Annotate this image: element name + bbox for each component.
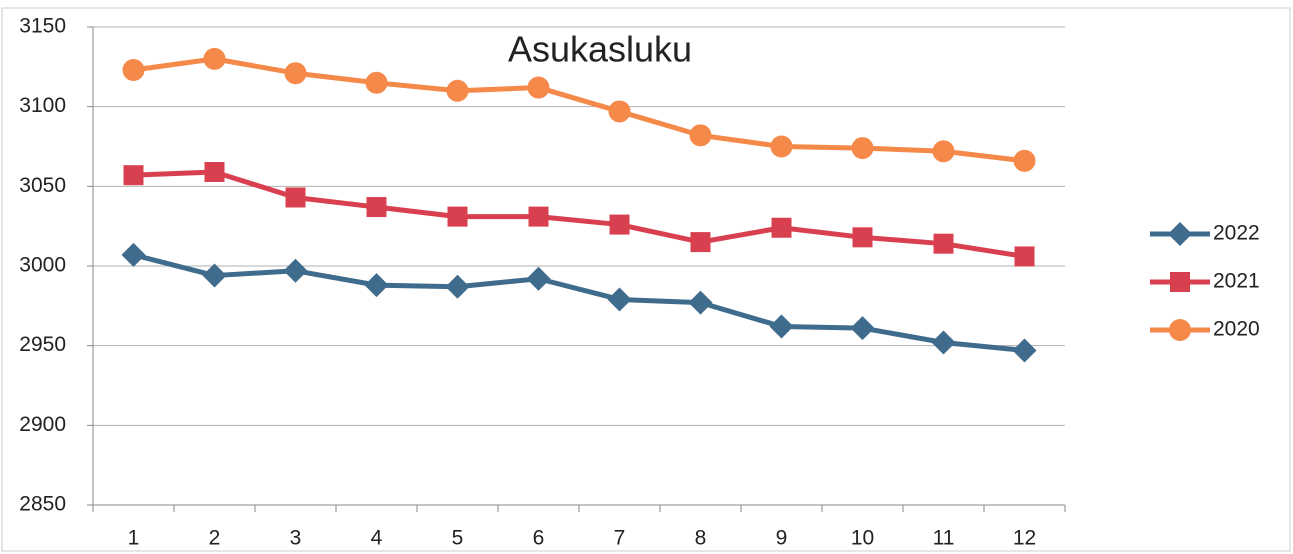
- x-tick-label: 11: [933, 527, 955, 550]
- x-tick-label: 12: [1013, 527, 1036, 550]
- point: [932, 140, 955, 163]
- x-tick-label: 3: [290, 527, 302, 550]
- point: [123, 165, 144, 186]
- point: [689, 124, 712, 147]
- x-tick-label: 10: [851, 527, 874, 550]
- point: [445, 274, 470, 299]
- point: [1012, 338, 1037, 363]
- point: [121, 242, 146, 267]
- point: [204, 161, 225, 182]
- point: [851, 137, 874, 160]
- point: [526, 266, 551, 291]
- point: [366, 197, 387, 218]
- legend-label: 2020: [1213, 318, 1260, 341]
- point: [203, 47, 226, 70]
- point: [769, 314, 794, 339]
- legend-label: 2022: [1213, 222, 1260, 245]
- point: [1014, 246, 1035, 267]
- point: [122, 59, 145, 82]
- point: [202, 263, 227, 288]
- legend-marker: [1169, 319, 1191, 341]
- point: [608, 100, 631, 123]
- point: [283, 258, 308, 283]
- y-tick-label: 3100: [19, 94, 66, 117]
- point: [770, 135, 793, 158]
- chart-title: Asukasluku: [508, 29, 692, 70]
- x-tick-label: 7: [614, 527, 626, 550]
- chart-frame: [1, 7, 1291, 552]
- point: [607, 287, 632, 312]
- point: [852, 227, 873, 248]
- x-tick-label: 4: [371, 527, 383, 550]
- x-tick-label: 1: [128, 527, 140, 550]
- legend-label: 2021: [1213, 270, 1260, 293]
- point: [527, 76, 550, 99]
- point: [931, 330, 956, 355]
- y-tick-label: 2900: [19, 413, 66, 436]
- point: [446, 79, 469, 102]
- y-tick-label: 3000: [19, 254, 66, 277]
- y-tick-label: 2850: [19, 493, 66, 516]
- point: [285, 187, 306, 208]
- point: [933, 233, 954, 254]
- y-tick-label: 3150: [19, 15, 66, 38]
- point: [447, 206, 468, 227]
- x-tick-label: 5: [452, 527, 464, 550]
- point: [688, 290, 713, 315]
- point: [690, 232, 711, 253]
- series-line: [133, 56, 1025, 164]
- y-tick-label: 3050: [19, 174, 66, 197]
- y-tick-label: 2950: [19, 333, 66, 356]
- x-tick-label: 8: [695, 527, 707, 550]
- point: [284, 62, 307, 85]
- point: [528, 206, 549, 227]
- point: [1013, 149, 1036, 172]
- point: [771, 217, 792, 238]
- x-tick-label: 9: [776, 527, 788, 550]
- x-tick-label: 2: [209, 527, 221, 550]
- point: [850, 316, 875, 341]
- x-tick-label: 6: [533, 527, 545, 550]
- point: [609, 214, 630, 235]
- point: [365, 71, 388, 94]
- series-line: [133, 169, 1025, 259]
- series-line: [132, 252, 1025, 353]
- point: [364, 273, 389, 298]
- legend-marker: [1168, 222, 1192, 246]
- legend-marker: [1170, 272, 1190, 292]
